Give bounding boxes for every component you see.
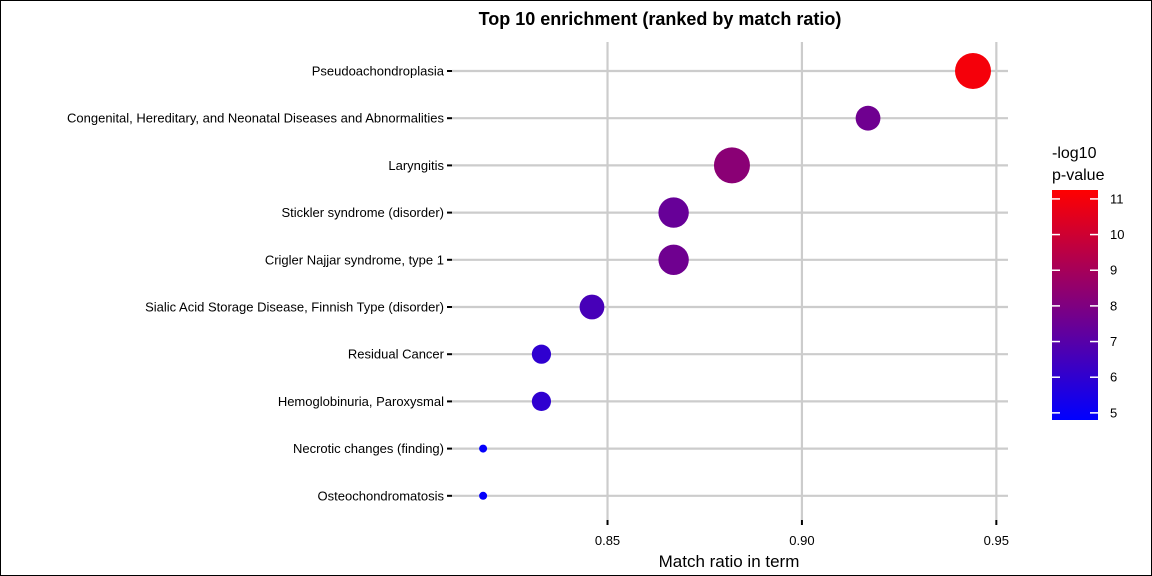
- y-tick-label: Crigler Najjar syndrome, type 1: [265, 252, 444, 267]
- y-tick-label: Sialic Acid Storage Disease, Finnish Typ…: [145, 300, 444, 315]
- color-legend: -log10 p-value 5 6 7 8 9 10 11: [1052, 145, 1124, 420]
- data-point: [713, 147, 750, 184]
- grid-layer: [452, 42, 1008, 520]
- legend-ticks: 5 6 7 8 9 10 11: [1052, 191, 1124, 420]
- legend-tick-label: 5: [1110, 405, 1117, 420]
- data-point: [479, 491, 488, 500]
- legend-tick-label: 10: [1110, 227, 1124, 242]
- y-tick-label: Hemoglobinuria, Paroxysmal: [278, 394, 444, 409]
- legend-title-line2: p-value: [1052, 167, 1105, 184]
- data-point: [658, 244, 689, 275]
- legend-title-line1: -log10: [1052, 145, 1097, 162]
- data-point: [479, 444, 488, 453]
- data-point: [658, 197, 689, 228]
- legend-tick-label: 11: [1110, 191, 1124, 206]
- x-tick-label: 0.90: [789, 533, 814, 548]
- legend-tick-label: 8: [1110, 298, 1117, 313]
- y-axis: Pseudoachondroplasia Congenital, Heredita…: [67, 64, 452, 503]
- y-tick-label: Congenital, Hereditary, and Neonatal Dis…: [67, 111, 444, 126]
- data-point: [531, 391, 552, 411]
- legend-tick-label: 9: [1110, 263, 1117, 278]
- data-point: [579, 294, 605, 320]
- x-tick-label: 0.85: [595, 533, 620, 548]
- data-point: [531, 344, 552, 364]
- y-tick-label: Residual Cancer: [348, 347, 445, 362]
- x-axis-label: Match ratio in term: [659, 552, 800, 571]
- y-tick-label: Stickler syndrome (disorder): [281, 205, 444, 220]
- x-axis: 0.85 0.90 0.95: [595, 520, 1009, 548]
- y-tick-label: Necrotic changes (finding): [293, 441, 444, 456]
- y-tick-label: Laryngitis: [388, 158, 444, 173]
- y-tick-label: Pseudoachondroplasia: [312, 64, 445, 79]
- legend-tick-label: 7: [1110, 334, 1117, 349]
- legend-tick-label: 6: [1110, 370, 1117, 385]
- data-point: [955, 53, 992, 89]
- data-point: [855, 105, 881, 131]
- legend-colorbar: [1052, 190, 1098, 420]
- data-points: [479, 53, 992, 500]
- y-tick-label: Osteochondromatosis: [318, 488, 445, 503]
- chart-title: Top 10 enrichment (ranked by match ratio…: [479, 9, 842, 29]
- x-tick-label: 0.95: [984, 533, 1009, 548]
